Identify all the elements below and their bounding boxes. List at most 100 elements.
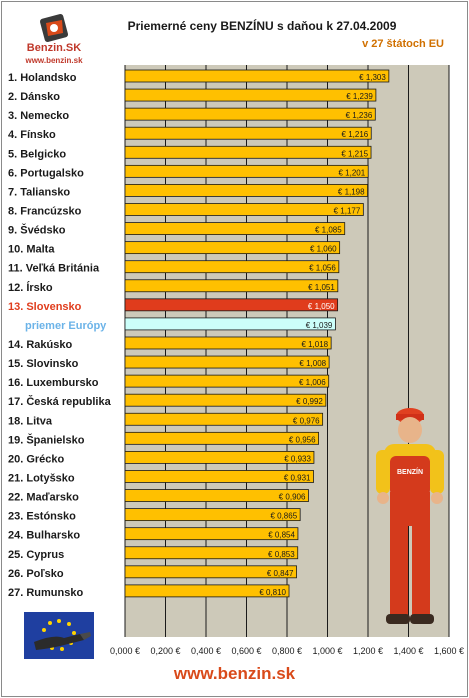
x-tick-label: 0,600 € (231, 646, 261, 656)
category-label: 2. Dánsko (8, 91, 60, 103)
bar (124, 184, 368, 197)
x-tick-label: 0,200 € (150, 646, 180, 656)
bar-value-label: € 0,956 (289, 435, 316, 444)
bar-value-label: € 1,018 (301, 340, 328, 349)
bar-value-label: € 1,177 (334, 206, 361, 215)
category-label: 17. Česká republika (8, 395, 112, 408)
bar-value-label: € 0,865 (270, 512, 297, 521)
category-label: priemer Európy (25, 320, 107, 332)
category-label: 5. Belgicko (8, 148, 66, 160)
bar (124, 164, 369, 178)
category-label: 9. Švédsko (8, 224, 66, 237)
category-label: 7. Taliansko (8, 186, 70, 198)
bar (124, 374, 330, 388)
category-label: 13. Slovensko (8, 301, 82, 313)
mechanic-mascot-icon: BENZÍN (376, 408, 444, 624)
footer-url[interactable]: www.benzin.sk (173, 664, 296, 683)
bar-value-label: € 0,854 (268, 531, 295, 540)
category-label: 21. Lotyšsko (8, 472, 75, 484)
bar-value-label: € 0,906 (279, 493, 306, 502)
bar (124, 355, 330, 369)
eu-flag-fuel-nozzle-icon (24, 612, 94, 659)
bar-value-label: € 0,931 (284, 473, 311, 482)
bar (124, 317, 336, 331)
bar (124, 107, 376, 121)
bar-value-label: € 1,216 (342, 130, 369, 139)
bar-value-label: € 0,933 (284, 454, 311, 463)
bar (124, 470, 314, 483)
bar (124, 412, 324, 426)
category-label: 4. Fínsko (8, 129, 56, 141)
bar-value-label: € 1,201 (338, 168, 365, 177)
category-label: 8. Francúzsko (8, 205, 82, 217)
logo-text: Benzin.SK (26, 42, 82, 54)
category-label: 6. Portugalsko (8, 167, 84, 179)
category-label: 3. Nemecko (8, 110, 69, 122)
bar (124, 145, 372, 159)
x-tick-label: 0,400 € (191, 646, 221, 656)
bar-value-label: € 1,215 (341, 149, 368, 158)
bar-value-label: € 1,006 (299, 378, 326, 387)
bar-value-label: € 1,198 (338, 187, 365, 196)
bar (124, 489, 309, 502)
category-label: 23. Estónsko (8, 511, 76, 523)
bar-value-label: € 0,976 (293, 416, 320, 425)
bar (124, 69, 390, 83)
category-label: 10. Malta (8, 244, 55, 256)
x-tick-label: 1,600 € (434, 646, 464, 656)
logo-url[interactable]: www.benzin.sk (25, 56, 83, 65)
bar-value-label: € 1,236 (346, 111, 373, 120)
bar-value-label: € 1,060 (310, 245, 337, 254)
bar-value-label: € 0,847 (267, 569, 294, 578)
category-label: 18. Litva (8, 415, 53, 427)
bar-value-label: € 1,051 (308, 283, 335, 292)
bar (124, 527, 299, 541)
chart-title: Priemerné ceny BENZÍNU s daňou k 27.04.2… (127, 19, 397, 33)
category-label: 27. Rumunsko (8, 587, 83, 599)
bar-value-label: € 0,992 (296, 397, 323, 406)
bar-value-label: € 1,050 (308, 302, 335, 311)
bar-value-label: € 0,810 (259, 588, 286, 597)
bar (124, 565, 297, 579)
x-tick-label: 1,000 € (312, 646, 342, 656)
bar-value-label: € 1,303 (359, 73, 386, 82)
bar (124, 508, 301, 522)
category-label: 22. Maďarsko (8, 492, 79, 504)
benzin-logo-icon (39, 13, 69, 43)
chart-subtitle: v 27 štátoch EU (362, 38, 444, 50)
x-tick-label: 0,800 € (272, 646, 302, 656)
bar (124, 203, 364, 216)
category-label: 16. Luxembursko (8, 377, 99, 389)
x-tick-label: 0,000 € (110, 646, 140, 656)
bar-value-label: € 1,056 (309, 264, 336, 273)
x-tick-label: 1,200 € (353, 646, 383, 656)
category-label: 24. Bulharsko (8, 530, 80, 542)
category-label: 20. Grécko (8, 453, 65, 465)
bar (124, 298, 339, 312)
bar-value-label: € 1,239 (346, 92, 373, 101)
bar (124, 336, 332, 350)
category-label: 14. Rakúsko (8, 339, 72, 351)
category-label: 19. Španielsko (8, 433, 85, 446)
bar-value-label: € 1,008 (299, 359, 326, 368)
category-label: 12. Írsko (8, 281, 53, 294)
bar-value-label: € 0,853 (268, 550, 295, 559)
category-label: 1. Holandsko (8, 72, 77, 84)
category-label: 26. Poľsko (8, 568, 64, 580)
bar (124, 450, 315, 464)
bar (124, 88, 377, 102)
bar (124, 126, 372, 140)
bar (124, 241, 341, 255)
svg-text:BENZÍN: BENZÍN (397, 467, 423, 476)
bar-value-label: € 1,039 (306, 321, 333, 330)
bar (124, 222, 346, 235)
bar (124, 260, 340, 274)
bar-value-label: € 1,085 (315, 226, 342, 235)
bar (124, 279, 339, 293)
bar (124, 584, 290, 598)
category-label: 25. Cyprus (8, 549, 64, 561)
category-label: 15. Slovinsko (8, 358, 79, 370)
bar (124, 546, 299, 560)
bar (124, 431, 319, 445)
category-label: 11. Veľká Británia (8, 263, 100, 275)
